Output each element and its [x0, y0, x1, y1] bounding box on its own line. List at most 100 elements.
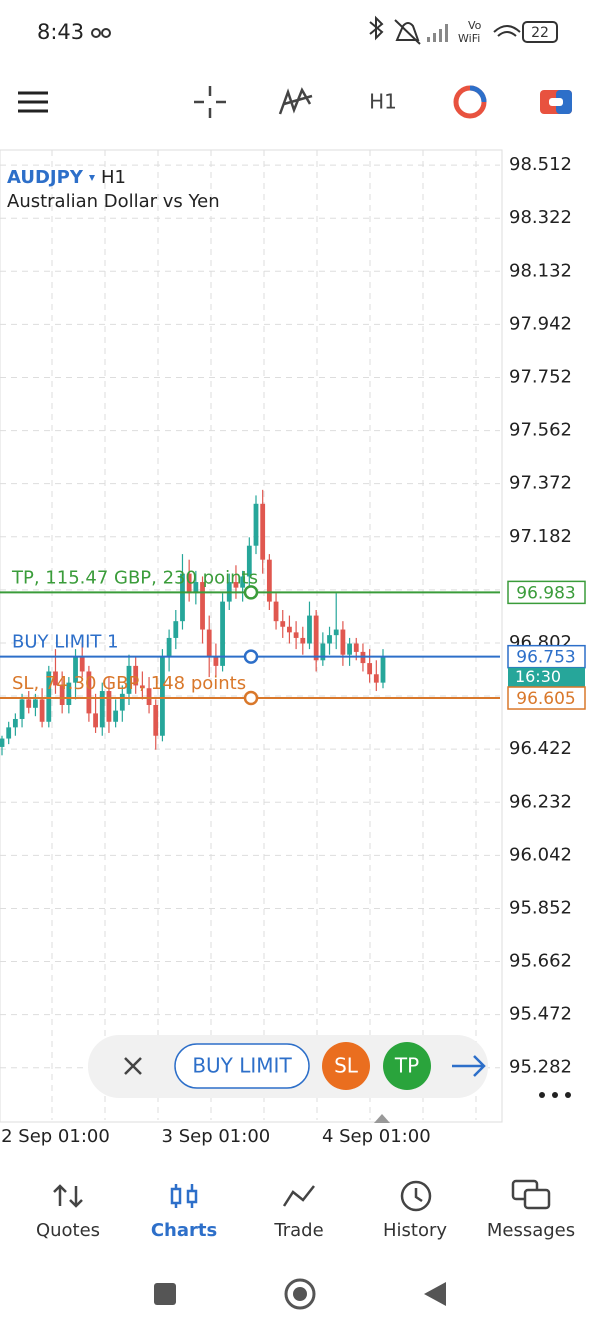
- trade-button-mark: [549, 98, 563, 106]
- y-tick-label: 98.322: [509, 207, 572, 228]
- y-tick-label: 95.472: [509, 1004, 572, 1025]
- more-button[interactable]: [539, 1092, 571, 1098]
- bottom-nav: [0, 1160, 600, 1260]
- candle-body: [266, 559, 272, 602]
- candle-body: [12, 718, 18, 728]
- trade-icon: [282, 1185, 315, 1207]
- candle-body: [93, 713, 98, 728]
- charts-icon-body: [186, 1189, 198, 1204]
- trade-level-label: TP, 115.47 GBP, 230 points: [11, 567, 258, 588]
- symbol[interactable]: AUDJPY: [7, 167, 84, 188]
- y-tick-label: 97.752: [509, 366, 572, 387]
- candle-body: [200, 582, 205, 630]
- menu-button[interactable]: [18, 91, 48, 113]
- candle-body: [59, 685, 65, 706]
- status-icons: [91, 15, 558, 45]
- price-box-label: 96.753: [516, 648, 575, 668]
- indicators-button[interactable]: [278, 87, 313, 115]
- chart-area: [0, 149, 503, 1123]
- candle-body: [106, 691, 112, 722]
- tp-button[interactable]: [383, 1042, 431, 1090]
- nav-icons: [53, 1179, 551, 1212]
- nav-charts[interactable]: Charts: [151, 1220, 217, 1241]
- candle-body: [173, 621, 179, 638]
- history-icon: [400, 1180, 432, 1212]
- home-button[interactable]: [284, 1278, 316, 1310]
- order-type-button[interactable]: [174, 1043, 310, 1089]
- recents-button[interactable]: [154, 1283, 176, 1305]
- voicemail-icon: [91, 28, 101, 38]
- price-box-label: 96.983: [516, 583, 575, 603]
- x-tick-label: 4 Sep 01:00: [322, 1126, 431, 1147]
- candle-body: [213, 657, 219, 666]
- y-tick-label: 95.282: [509, 1057, 572, 1078]
- dot: [539, 1092, 545, 1098]
- candle-body: [66, 682, 72, 706]
- candle-body: [33, 699, 38, 708]
- y-tick-label: 95.662: [509, 951, 572, 972]
- y-tick-label: 96.422: [509, 738, 572, 759]
- trade-level-handle[interactable]: [243, 649, 259, 664]
- mute-icon: [394, 19, 421, 45]
- quotes-icon: [53, 1184, 83, 1208]
- candle-body: [260, 503, 266, 560]
- candle-body: [220, 601, 225, 666]
- candle-body: [300, 637, 306, 644]
- back-button[interactable]: [424, 1282, 446, 1306]
- candle-body: [353, 643, 359, 652]
- trade-level-label: SL, 74.30 GBP, 148 points: [12, 673, 246, 694]
- candle-body: [287, 626, 292, 633]
- symbol-description: Australian Dollar vs Yen: [7, 191, 220, 212]
- candle-body: [153, 705, 159, 736]
- y-tick-label: 97.562: [509, 420, 572, 441]
- candle-body: [320, 643, 326, 661]
- sl-label: SL: [334, 1054, 359, 1078]
- countdown-box: [508, 667, 585, 687]
- symbol-dropdown[interactable]: [89, 175, 95, 181]
- candle-body: [333, 629, 339, 636]
- scroll-marker[interactable]: [374, 1114, 390, 1123]
- voicemail-icon: [101, 28, 111, 38]
- y-tick-label: 98.132: [509, 260, 572, 281]
- candle-body: [0, 738, 5, 747]
- candle-body: [307, 615, 312, 644]
- candle-body: [39, 699, 45, 722]
- x-tick-label: 3 Sep 01:00: [162, 1126, 271, 1147]
- y-tick-label: 98.512: [509, 154, 572, 175]
- trade-button-half: [556, 90, 572, 114]
- nav-history[interactable]: History: [383, 1220, 447, 1241]
- signal-bar: [433, 33, 436, 42]
- close-button[interactable]: [124, 1057, 142, 1075]
- battery-icon: [522, 21, 558, 43]
- sl-button[interactable]: [322, 1042, 370, 1090]
- candle-body: [340, 629, 346, 655]
- trade-level-handle[interactable]: [243, 690, 259, 706]
- candle-body: [46, 671, 52, 722]
- chart: TP, 115.47 GBP, 230 points BUY LIMIT 1 SL,…: [0, 164, 500, 1069]
- candle-body: [86, 671, 92, 714]
- status-time: 8:43: [37, 20, 84, 44]
- candle-body: [146, 688, 152, 706]
- bluetooth-icon: [369, 15, 384, 41]
- trade-level-handle[interactable]: [243, 585, 259, 600]
- order-type: BUY LIMIT: [192, 1054, 292, 1078]
- next-button[interactable]: [452, 1055, 486, 1077]
- crosshair-button[interactable]: [194, 86, 226, 118]
- countdown: 16:30: [515, 667, 561, 686]
- price-box: [507, 686, 586, 710]
- dot: [552, 1092, 558, 1098]
- nav-messages[interactable]: Messages: [487, 1220, 575, 1241]
- y-tick-label: 97.942: [509, 313, 572, 334]
- candle-body: [160, 657, 165, 736]
- timeframe-button[interactable]: H1: [369, 90, 397, 114]
- signal-bar: [439, 29, 442, 42]
- candle-body: [6, 727, 12, 739]
- price-box-label: 96.605: [516, 689, 575, 709]
- nav-trade[interactable]: Trade: [273, 1220, 323, 1241]
- candle-body: [253, 503, 259, 546]
- nav-quotes[interactable]: Quotes: [36, 1220, 100, 1241]
- home-dot: [293, 1287, 307, 1301]
